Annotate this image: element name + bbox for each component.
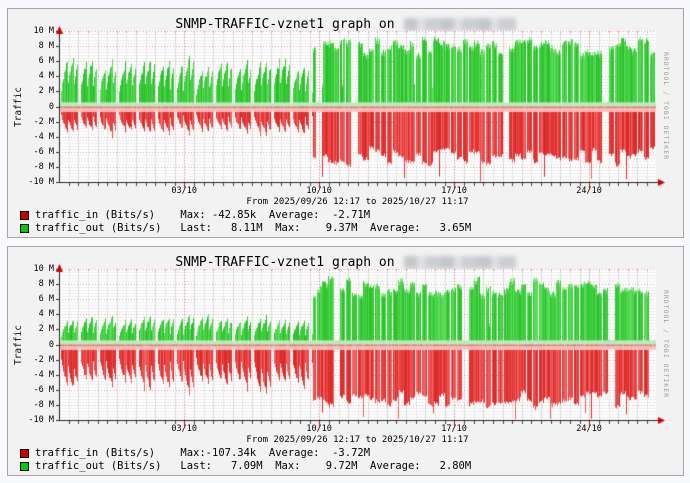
legend-color-swatch (20, 461, 29, 471)
legend-color-swatch (20, 210, 29, 220)
legend-row-traffic-out: traffic_out (Bits/s) Last: 8.11M Max: 9.… (20, 222, 471, 234)
y-tick-label: -8 M (33, 399, 54, 410)
traffic-graph-panel-1: SNMP-TRAFFIC-vznet1 graph on Traffic RRD… (7, 8, 684, 238)
y-tick-label: 2 M (38, 86, 54, 97)
y-tick-label: -4 M (33, 369, 54, 380)
legend-color-swatch (20, 223, 29, 233)
legend-text: traffic_in (Bits/s) Max: -42.85k Average… (35, 209, 371, 221)
y-tick-label: 8 M (38, 279, 54, 290)
traffic-graph-panel-2: SNMP-TRAFFIC-vznet1 graph on Traffic RRD… (7, 246, 684, 476)
y-tick-label: -6 M (33, 384, 54, 395)
x-tick-label: 17/10 (441, 424, 467, 434)
traffic-chart-canvas[interactable] (56, 23, 666, 191)
y-tick-label: 8 M (38, 41, 54, 52)
y-tick-label: -6 M (33, 146, 54, 157)
legend-text: traffic_in (Bits/s) Max:-107.34k Average… (35, 447, 371, 459)
y-tick-label: -4 M (33, 131, 54, 142)
legend-text: traffic_out (Bits/s) Last: 8.11M Max: 9.… (35, 222, 472, 234)
y-tick-label: -10 M (28, 415, 54, 425)
x-tick-label: 03/10 (171, 424, 197, 434)
x-tick-label: 03/10 (171, 186, 197, 196)
y-tick-label: 10 M (33, 26, 54, 36)
legend: traffic_in (Bits/s) Max: -42.85k Average… (20, 209, 471, 235)
y-tick-label: 6 M (38, 294, 54, 305)
time-range-label: From 2025/09/26 12:17 to 2025/10/27 11:1… (246, 197, 469, 207)
legend: traffic_in (Bits/s) Max:-107.34k Average… (20, 447, 471, 473)
y-tick-label: 10 M (33, 264, 54, 274)
y-tick-label: -2 M (33, 354, 54, 365)
x-tick-label: 17/10 (441, 186, 467, 196)
legend-row-traffic-in: traffic_in (Bits/s) Max: -42.85k Average… (20, 209, 471, 221)
y-tick-label: 6 M (38, 56, 54, 67)
time-range-label: From 2025/09/26 12:17 to 2025/10/27 11:1… (246, 435, 469, 445)
x-tick-label: 10/10 (306, 424, 332, 434)
y-tick-label: 0 (48, 101, 54, 112)
x-tick-label: 24/10 (576, 186, 602, 196)
y-tick-label: -8 M (33, 161, 54, 172)
legend-row-traffic-out: traffic_out (Bits/s) Last: 7.09M Max: 9.… (20, 460, 471, 472)
legend-row-traffic-in: traffic_in (Bits/s) Max:-107.34k Average… (20, 447, 471, 459)
y-tick-label: -2 M (33, 116, 54, 127)
y-tick-label: 4 M (38, 309, 54, 320)
y-tick-label: 0 (48, 339, 54, 350)
legend-text: traffic_out (Bits/s) Last: 7.09M Max: 9.… (35, 460, 472, 472)
y-tick-label: -10 M (28, 177, 54, 187)
traffic-chart-canvas[interactable] (56, 261, 666, 429)
x-tick-label: 10/10 (306, 186, 332, 196)
y-tick-label: 4 M (38, 71, 54, 82)
y-tick-label: 2 M (38, 324, 54, 335)
x-tick-label: 24/10 (576, 424, 602, 434)
legend-color-swatch (20, 448, 29, 458)
